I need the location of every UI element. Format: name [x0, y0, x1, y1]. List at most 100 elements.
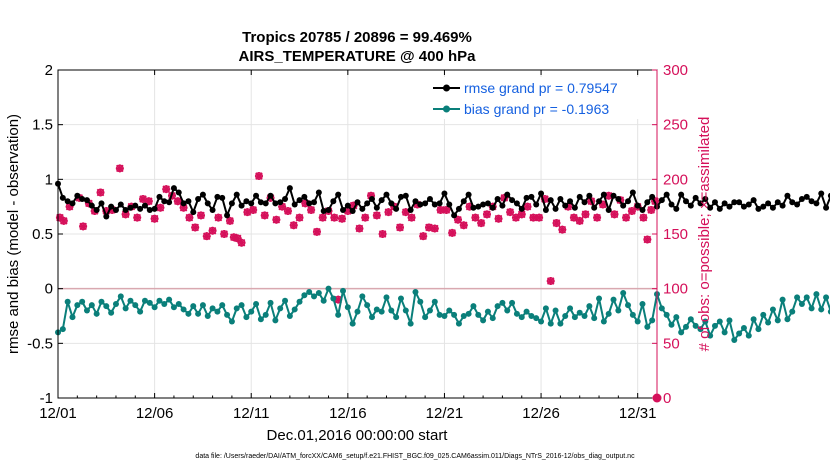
obs-assimilated-marker: [523, 202, 532, 211]
obs-assimilated-marker: [144, 197, 153, 206]
bias-point: [132, 302, 139, 309]
obs-assimilated-marker: [593, 213, 602, 222]
rmse-point: [286, 185, 293, 192]
bias-point: [707, 332, 714, 339]
bias-point: [528, 313, 535, 319]
bias-point: [340, 287, 347, 294]
rmse-point: [311, 199, 318, 206]
legend-bias-marker: [443, 105, 450, 113]
rmse-point: [528, 193, 535, 200]
rmse-point: [112, 206, 119, 213]
rmse-point: [296, 197, 303, 204]
rmse-point: [813, 200, 820, 207]
y-right-tick-label: 150: [663, 226, 688, 243]
obs-assimilated-marker: [384, 208, 393, 217]
bias-point: [272, 317, 279, 324]
bias-point: [769, 306, 776, 313]
obs-assimilated-marker: [55, 213, 64, 222]
bias-point: [209, 305, 216, 312]
bias-point: [286, 313, 293, 319]
bias-point: [301, 292, 308, 299]
y-right-tick-label: 0: [663, 390, 671, 407]
rmse-point: [600, 191, 607, 198]
rmse-point: [605, 206, 612, 213]
bias-point: [354, 308, 361, 315]
rmse-point: [562, 202, 569, 209]
bias-point: [291, 306, 298, 313]
rmse-point: [436, 200, 443, 207]
y-right-tick-label: 100: [663, 281, 688, 298]
rmse-point: [325, 206, 332, 213]
rmse-point: [248, 200, 255, 207]
y-left-axis-label: rmse and bias (model - observation): [5, 114, 22, 354]
bias-point: [692, 322, 699, 329]
rmse-point: [93, 206, 100, 213]
bias-point: [455, 320, 462, 327]
obs-assimilated-marker: [334, 295, 343, 304]
bias-point: [557, 320, 564, 327]
bias-point: [383, 294, 390, 301]
rmse-point: [586, 192, 593, 199]
rmse-point: [146, 206, 153, 213]
bias-point: [214, 308, 221, 315]
obs-assimilated-marker: [289, 221, 298, 230]
bias-point: [716, 318, 723, 325]
rmse-point: [581, 199, 588, 206]
bias-point: [141, 297, 148, 304]
bias-point: [393, 314, 400, 321]
obs-assimilated-marker: [442, 205, 451, 214]
obs-assimilated-marker: [133, 213, 142, 222]
rmse-point: [668, 201, 675, 208]
bias-point: [813, 291, 820, 298]
bias-point: [364, 302, 371, 309]
bias-point: [499, 299, 506, 306]
rmse-point: [794, 201, 801, 208]
bias-point: [59, 326, 66, 333]
rmse-point: [98, 200, 105, 207]
rmse-point: [663, 191, 670, 198]
obs-assimilated-marker: [517, 210, 526, 219]
bias-point: [808, 305, 815, 312]
bias-point: [789, 308, 796, 315]
legend: rmse grand pr = 0.79547 bias grand pr = …: [423, 77, 654, 119]
rmse-point: [707, 204, 714, 211]
rmse-point: [272, 200, 279, 207]
bias-point: [794, 294, 801, 301]
obs-assimilated-marker: [208, 226, 217, 235]
obs-assimilated-marker: [569, 213, 578, 222]
rmse-point: [480, 201, 487, 208]
rmse-point: [388, 200, 395, 207]
bias-point: [175, 300, 182, 307]
obs-assimilated-marker: [139, 195, 148, 204]
rmse-point: [64, 198, 71, 205]
y-right-tick-label: 300: [663, 62, 688, 79]
rmse-point: [422, 200, 429, 207]
bias-point: [335, 311, 342, 318]
rmse-point: [393, 205, 400, 212]
rmse-point: [803, 193, 810, 200]
bias-point: [451, 311, 458, 318]
rmse-point: [557, 196, 564, 203]
bias-point: [644, 323, 651, 330]
bias-point: [668, 321, 675, 328]
bias-point: [600, 318, 607, 325]
rmse-point: [340, 206, 347, 213]
rmse-point: [484, 200, 491, 207]
rmse-point: [818, 190, 825, 197]
bias-point: [103, 303, 110, 310]
rmse-point: [175, 189, 182, 196]
x-tick-label: 12/06: [136, 405, 174, 422]
rmse-point: [180, 200, 187, 207]
bias-point: [702, 318, 709, 325]
obs-assimilated-marker: [419, 232, 428, 241]
obs-assimilated-marker: [453, 215, 462, 224]
legend-box: [423, 77, 654, 119]
bias-point: [697, 326, 704, 333]
rmse-point: [426, 196, 433, 203]
obs-assimilated-marker: [185, 213, 194, 222]
rmse-point: [475, 203, 482, 210]
data-file-footnote: data file: /Users/raeder/DAI/ATM_forcXX/…: [195, 453, 635, 460]
bias-point: [79, 298, 86, 305]
obs-assimilated-marker: [295, 213, 304, 222]
bias-point: [69, 314, 76, 321]
